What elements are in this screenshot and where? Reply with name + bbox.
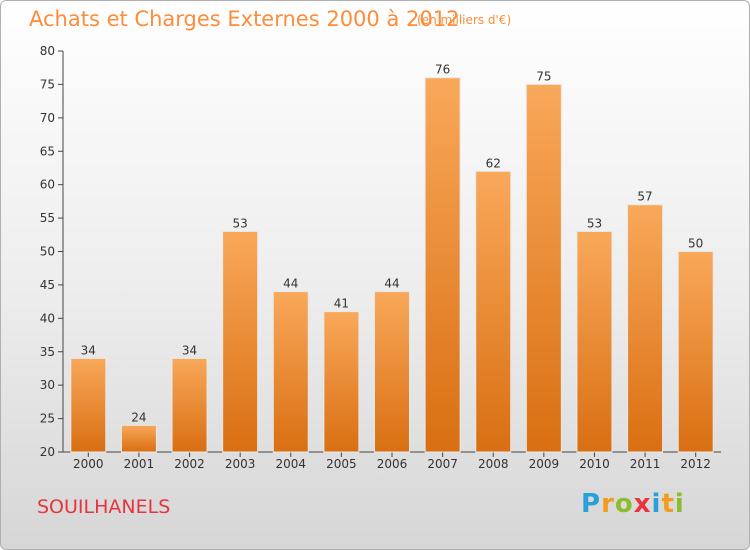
proxiti-logo: Proxiti — [581, 489, 685, 519]
commune-name: SOUILHANELS — [37, 496, 171, 518]
x-tick-label: 2012 — [680, 457, 711, 471]
x-tick-label: 2011 — [630, 457, 661, 471]
x-tick-label: 2004 — [275, 457, 306, 471]
bar — [323, 311, 360, 453]
y-tick-label: 30 — [40, 378, 55, 392]
bars: 34 24 34 53 44 41 44 76 62 75 53 57 50 — [70, 63, 714, 453]
logo-letter: x — [633, 489, 652, 519]
y-tick-label: 50 — [40, 245, 55, 259]
chart-subtitle: (en milliers d'€) — [417, 13, 512, 27]
x-tick-label: 2003 — [225, 457, 256, 471]
bar — [677, 251, 714, 453]
bar — [171, 357, 208, 453]
logo-letter: r — [601, 489, 615, 519]
x-tick-label: 2000 — [73, 457, 104, 471]
bar — [627, 204, 664, 453]
bar-value-label: 34 — [81, 343, 96, 357]
bar-value-label: 44 — [283, 277, 298, 291]
x-tick-label: 2006 — [377, 457, 408, 471]
y-tick-label: 80 — [40, 44, 55, 58]
x-tick-label: 2005 — [326, 457, 357, 471]
logo-letter: o — [614, 489, 634, 519]
bar-value-label: 76 — [435, 63, 450, 77]
logo-letter: i — [651, 489, 662, 519]
y-tick-label: 70 — [40, 111, 55, 125]
bar-value-label: 41 — [334, 297, 349, 311]
bar — [70, 357, 107, 453]
bar — [424, 77, 461, 453]
bar — [525, 83, 562, 453]
bar — [120, 424, 157, 453]
x-tick-label: 2010 — [579, 457, 610, 471]
bar-value-label: 50 — [688, 237, 703, 251]
logo-letter: t — [661, 489, 675, 519]
chart-title: Achats et Charges Externes 2000 à 2012 — [29, 7, 460, 31]
bar — [576, 230, 613, 453]
x-axis: 2000 2001 2002 2003 2004 2005 2006 2007 2008 2009… — [63, 451, 721, 471]
y-tick-label: 65 — [40, 144, 55, 158]
bar-value-label: 57 — [637, 190, 652, 204]
bar — [475, 170, 512, 453]
y-tick-label: 35 — [40, 345, 55, 359]
y-axis: 20 25 30 35 40 45 50 55 60 65 70 75 80 — [40, 44, 64, 459]
bar — [272, 291, 309, 453]
bar-value-label: 53 — [587, 216, 602, 230]
x-tick-label: 2002 — [174, 457, 205, 471]
y-tick-label: 45 — [40, 278, 55, 292]
y-tick-label: 60 — [40, 178, 55, 192]
y-tick-label: 40 — [40, 311, 55, 325]
bar-value-label: 62 — [486, 156, 501, 170]
bar-value-label: 24 — [131, 410, 146, 424]
bar-value-label: 44 — [384, 277, 399, 291]
y-tick-label: 20 — [40, 445, 55, 459]
x-tick-label: 2001 — [124, 457, 155, 471]
bar-value-label: 75 — [536, 69, 551, 83]
x-tick-label: 2008 — [478, 457, 509, 471]
bar-value-label: 34 — [182, 343, 197, 357]
y-tick-label: 25 — [40, 412, 55, 426]
logo-letter: i — [674, 489, 685, 519]
bar — [222, 230, 259, 453]
logo-letter: P — [581, 489, 602, 519]
x-tick-label: 2007 — [427, 457, 458, 471]
x-tick-label: 2009 — [529, 457, 560, 471]
bar-value-label: 53 — [233, 216, 248, 230]
y-tick-label: 75 — [40, 77, 55, 91]
bar — [374, 291, 410, 453]
y-tick-label: 55 — [40, 211, 55, 225]
